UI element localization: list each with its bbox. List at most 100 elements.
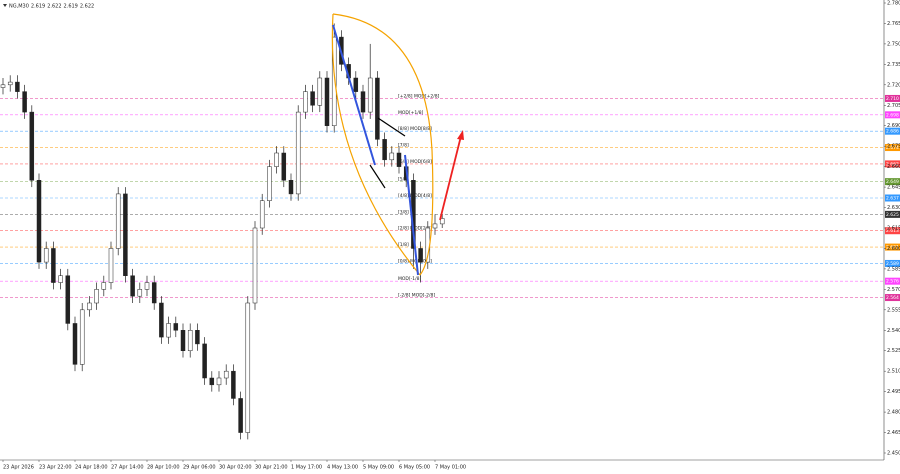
level-name: [5/8]	[398, 177, 409, 183]
levels: [+2/8] MOD[+2/8] 2.710 MOD[+1/8] 2.698 [8/8]…	[0, 93, 900, 302]
level-name: [6/8] MOD[6/8]	[398, 159, 432, 165]
candle-body	[87, 302, 92, 311]
level-name: MOD[-1/8]	[398, 276, 422, 282]
y-tick-label: 2.675	[887, 144, 900, 150]
y-tick-label: 2.525	[887, 348, 900, 354]
candle-body	[367, 77, 373, 113]
y-tick-label: 2.645	[887, 185, 900, 191]
x-tick-label: 4 May 13:00	[327, 465, 358, 471]
candle-body	[231, 370, 236, 399]
candle-body	[137, 289, 143, 297]
price-box-label: 2.625	[886, 212, 899, 218]
y-tick-label: 2.495	[887, 389, 900, 395]
price-box	[885, 259, 900, 267]
x-tick-label: 27 Apr 14:00	[111, 465, 144, 471]
forecast-arrow	[439, 135, 462, 221]
drawings	[331, 13, 464, 276]
channel-line	[369, 164, 386, 189]
candle-body	[159, 302, 164, 338]
y-tick-label: 2.660	[887, 164, 900, 170]
candle-body	[51, 248, 56, 283]
symbol: NG,M30	[9, 3, 29, 9]
x-tick-label: 5 May 09:00	[363, 465, 394, 471]
candle-body	[101, 282, 107, 290]
price-box-label: 2.674	[886, 145, 899, 151]
arc-left	[331, 13, 421, 276]
candle-body	[310, 91, 315, 106]
candle-body	[418, 248, 423, 263]
price-box-label: 2.649	[886, 179, 899, 185]
header: NG,M30 2.619 2.622 2.619 2.622	[9, 3, 94, 9]
price-box	[885, 144, 900, 152]
price-box-label: 2.686	[886, 129, 899, 135]
quote-value: 2.619	[64, 3, 78, 9]
candle-body	[245, 302, 251, 433]
level-name: [7/8]	[398, 143, 409, 149]
y-tick-label: 2.540	[887, 328, 900, 334]
candle-body	[43, 248, 49, 263]
quote-value: 2.622	[47, 3, 61, 9]
arc-right	[332, 13, 434, 276]
price-box-label: 2.576	[886, 279, 899, 285]
y-tick-label: 2.720	[887, 82, 900, 88]
y-tick-label: 2.600	[887, 246, 900, 252]
candle-body	[36, 180, 42, 263]
level-name: [1/8]	[398, 242, 409, 248]
level-name: [3/8]	[398, 209, 409, 215]
x-tick-label: 7 May 01:00	[435, 465, 466, 471]
level-name: [-2/8] MOD[-2/8]	[398, 293, 435, 299]
candle-body	[202, 343, 207, 379]
price-box-label: 2.637	[886, 196, 899, 202]
x-tick-label: 1 May 17:00	[291, 465, 322, 471]
y-tick-label: 2.780	[887, 1, 900, 7]
trend-line	[332, 24, 376, 166]
candle-body	[65, 275, 71, 324]
y-tick-label: 2.555	[887, 307, 900, 313]
price-box-label: 2.662	[886, 161, 899, 167]
candle-body	[108, 248, 114, 283]
level-name: MOD[+1/8]	[398, 110, 424, 116]
price-box	[885, 178, 900, 186]
candle-body	[22, 91, 27, 113]
candle-body	[115, 193, 121, 249]
y-tick-label: 2.735	[887, 62, 900, 68]
price-box	[885, 194, 900, 202]
y-tick-label: 2.765	[887, 21, 900, 27]
price-box-label: 2.589	[886, 261, 899, 267]
candle-body	[432, 223, 438, 229]
candle-body	[223, 370, 229, 379]
candle-body	[317, 77, 323, 106]
price-box-label: 2.710	[886, 96, 899, 102]
candle-body	[353, 77, 359, 92]
candle-body	[58, 275, 63, 283]
price-box	[885, 160, 900, 168]
channel-line	[377, 117, 406, 137]
y-tick-label: 2.630	[887, 205, 900, 211]
candle-body	[274, 152, 279, 167]
x-tick-label: 30 Apr 02:00	[219, 465, 252, 471]
candle-body	[0, 84, 6, 88]
candle-body	[267, 166, 272, 201]
candle-body	[187, 330, 193, 351]
header-icon	[3, 4, 7, 7]
candle-body	[382, 139, 387, 161]
y-tick-label: 2.480	[887, 410, 900, 416]
candle-body	[216, 377, 222, 386]
x-tick-label: 29 Apr 06:00	[183, 465, 216, 471]
candle-body	[195, 330, 200, 345]
y-tick-label: 2.585	[887, 266, 900, 272]
candle-body	[439, 218, 445, 225]
y-tick-label: 2.450	[887, 451, 900, 457]
candle-body	[180, 330, 186, 351]
candle-body	[389, 152, 395, 161]
y-tick-label: 2.465	[887, 430, 900, 436]
arrow-head	[457, 130, 464, 140]
candle-body	[29, 111, 35, 181]
candle-body	[173, 323, 179, 331]
candle-body	[281, 152, 287, 181]
price-box-label: 2.698	[886, 112, 899, 118]
level-name: [+2/8] MOD[+2/8]	[398, 93, 440, 99]
candle-body	[375, 77, 380, 140]
candle-body	[238, 398, 243, 433]
